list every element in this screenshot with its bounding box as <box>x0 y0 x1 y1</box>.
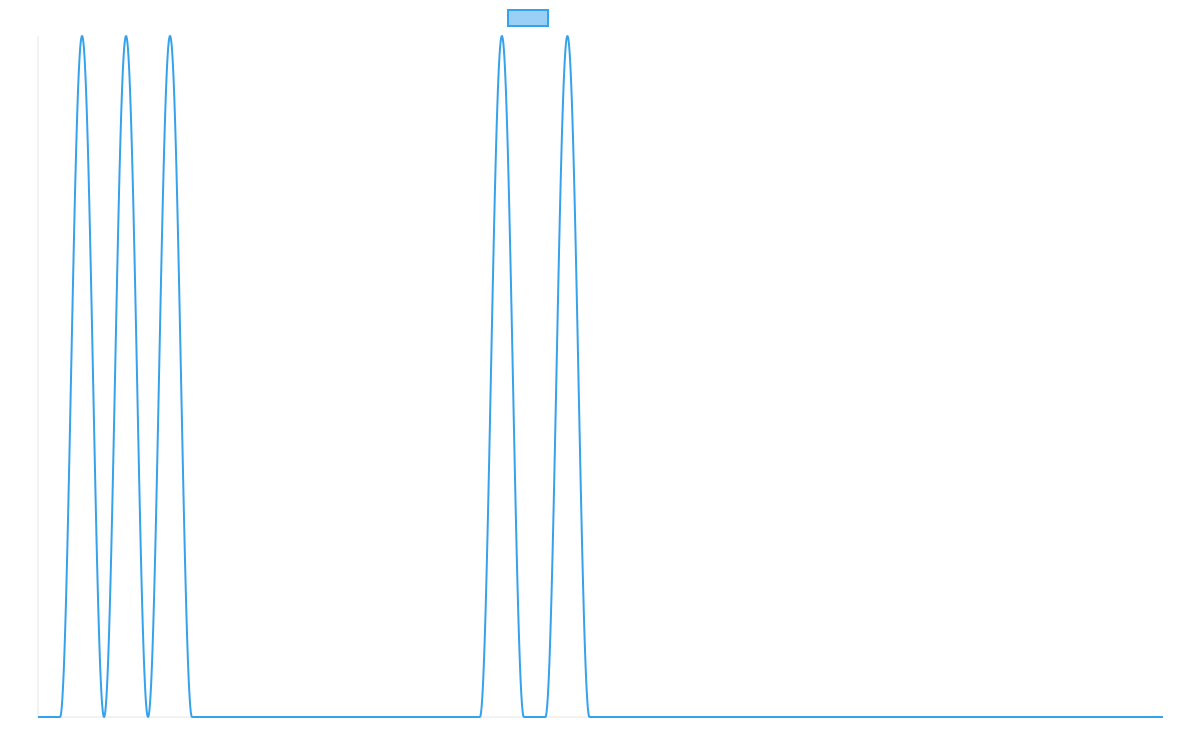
axes <box>37 36 1163 718</box>
legend[interactable] <box>507 9 549 27</box>
series-line <box>37 35 1164 718</box>
legend-swatch[interactable] <box>507 9 549 27</box>
series-layer <box>37 35 1164 718</box>
